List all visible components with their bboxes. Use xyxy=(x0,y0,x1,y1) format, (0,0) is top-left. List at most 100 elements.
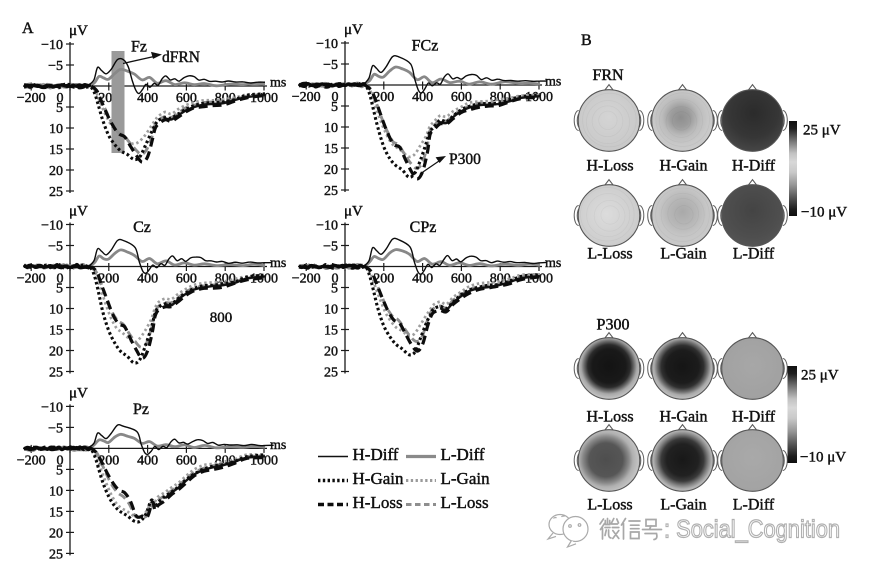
svg-text:μV: μV xyxy=(344,204,363,220)
svg-text:20: 20 xyxy=(49,526,63,541)
svg-text:−10 μV: −10 μV xyxy=(801,205,847,221)
svg-text:−5: −5 xyxy=(48,421,63,436)
svg-text:dFRN: dFRN xyxy=(162,49,200,66)
svg-text:200: 200 xyxy=(373,90,394,105)
svg-text:A: A xyxy=(22,20,34,37)
svg-text:−5: −5 xyxy=(48,59,63,74)
svg-text:H-Loss: H-Loss xyxy=(586,158,633,175)
svg-text:−10: −10 xyxy=(41,38,63,53)
svg-text:15: 15 xyxy=(49,324,63,339)
svg-text:25 μV: 25 μV xyxy=(801,368,839,384)
svg-text:0: 0 xyxy=(332,90,339,105)
svg-text:H-Diff: H-Diff xyxy=(732,158,776,175)
svg-text:ms: ms xyxy=(545,256,561,271)
svg-text:400: 400 xyxy=(137,454,158,469)
svg-text:25: 25 xyxy=(49,547,63,562)
svg-text:5: 5 xyxy=(331,100,338,115)
svg-text:20: 20 xyxy=(49,164,63,179)
svg-text:10: 10 xyxy=(49,484,63,499)
svg-text:ms: ms xyxy=(545,75,561,90)
svg-text:600: 600 xyxy=(451,90,472,105)
svg-text:ms: ms xyxy=(270,256,286,271)
svg-text:Fz: Fz xyxy=(131,39,147,56)
svg-text:μV: μV xyxy=(69,204,88,220)
svg-text:−10: −10 xyxy=(316,37,338,52)
svg-text:L-Loss: L-Loss xyxy=(441,493,489,512)
svg-text:10: 10 xyxy=(324,303,338,318)
svg-text:−5: −5 xyxy=(323,58,338,73)
svg-text:μV: μV xyxy=(69,23,88,39)
svg-text:25: 25 xyxy=(49,185,63,200)
svg-text:600: 600 xyxy=(176,454,197,469)
svg-text:10: 10 xyxy=(324,121,338,136)
svg-text:10: 10 xyxy=(49,122,63,137)
svg-text:20: 20 xyxy=(324,163,338,178)
svg-text:H-Gain: H-Gain xyxy=(353,469,404,488)
svg-text:L-Gain: L-Gain xyxy=(660,497,706,514)
svg-text:ms: ms xyxy=(270,438,286,453)
svg-text:Cz: Cz xyxy=(133,219,151,236)
svg-text:25: 25 xyxy=(324,184,338,199)
svg-text:−10 μV: −10 μV xyxy=(800,450,846,466)
svg-text:−10: −10 xyxy=(41,219,63,234)
svg-text:−10: −10 xyxy=(41,400,63,415)
svg-text:800: 800 xyxy=(210,310,233,326)
svg-text:H-Loss: H-Loss xyxy=(586,409,633,426)
svg-text:15: 15 xyxy=(49,505,63,520)
svg-text:−200: −200 xyxy=(292,272,321,287)
svg-text:FRN: FRN xyxy=(592,67,624,84)
svg-text:600: 600 xyxy=(451,272,472,287)
svg-text:L-Gain: L-Gain xyxy=(441,469,491,488)
svg-text:15: 15 xyxy=(324,142,338,157)
svg-text:CPz: CPz xyxy=(410,219,437,236)
svg-text:400: 400 xyxy=(137,272,158,287)
svg-text:0: 0 xyxy=(57,272,64,287)
svg-text:15: 15 xyxy=(324,324,338,339)
svg-text:P300: P300 xyxy=(449,151,481,168)
svg-text:L-Gain: L-Gain xyxy=(660,246,706,263)
svg-text:: Social_Cognition: : Social_Cognition xyxy=(664,516,840,544)
svg-text:−200: −200 xyxy=(292,90,321,105)
svg-text:400: 400 xyxy=(137,91,158,106)
svg-text:20: 20 xyxy=(324,345,338,360)
svg-text:10: 10 xyxy=(49,303,63,318)
svg-text:H-Diff: H-Diff xyxy=(353,445,399,464)
svg-text:FCz: FCz xyxy=(412,38,439,55)
svg-text:L-Loss: L-Loss xyxy=(587,497,632,514)
svg-text:H-Gain: H-Gain xyxy=(660,158,708,175)
svg-text:μV: μV xyxy=(69,385,88,401)
svg-text:0: 0 xyxy=(332,272,339,287)
svg-text:400: 400 xyxy=(412,272,433,287)
svg-text:−5: −5 xyxy=(323,240,338,255)
svg-text:−200: −200 xyxy=(17,91,46,106)
svg-text:P300: P300 xyxy=(597,317,630,334)
svg-text:5: 5 xyxy=(56,101,63,116)
svg-text:H-Diff: H-Diff xyxy=(732,409,776,426)
svg-text:−200: −200 xyxy=(17,454,46,469)
svg-text:μV: μV xyxy=(344,22,363,38)
svg-text:B: B xyxy=(581,32,592,49)
svg-text:0: 0 xyxy=(57,454,64,469)
svg-text:Pz: Pz xyxy=(133,401,149,418)
svg-text:L-Diff: L-Diff xyxy=(441,445,485,464)
svg-text:−5: −5 xyxy=(48,240,63,255)
svg-text:L-Loss: L-Loss xyxy=(587,246,632,263)
svg-text:−200: −200 xyxy=(17,272,46,287)
svg-text:200: 200 xyxy=(373,272,394,287)
svg-text:5: 5 xyxy=(56,463,63,478)
svg-text:25: 25 xyxy=(324,366,338,381)
svg-text:15: 15 xyxy=(49,143,63,158)
svg-text:25 μV: 25 μV xyxy=(803,123,841,139)
svg-text:0: 0 xyxy=(57,91,64,106)
svg-text:200: 200 xyxy=(98,272,119,287)
svg-text:5: 5 xyxy=(331,282,338,297)
svg-text:25: 25 xyxy=(49,366,63,381)
svg-text:−10: −10 xyxy=(316,219,338,234)
svg-text:600: 600 xyxy=(176,272,197,287)
svg-text:H-Loss: H-Loss xyxy=(353,493,403,512)
svg-text:1000: 1000 xyxy=(525,90,553,105)
svg-text:ms: ms xyxy=(270,76,286,91)
svg-text:5: 5 xyxy=(56,282,63,297)
svg-text:H-Gain: H-Gain xyxy=(660,409,708,426)
svg-text:L-Diff: L-Diff xyxy=(733,497,775,514)
